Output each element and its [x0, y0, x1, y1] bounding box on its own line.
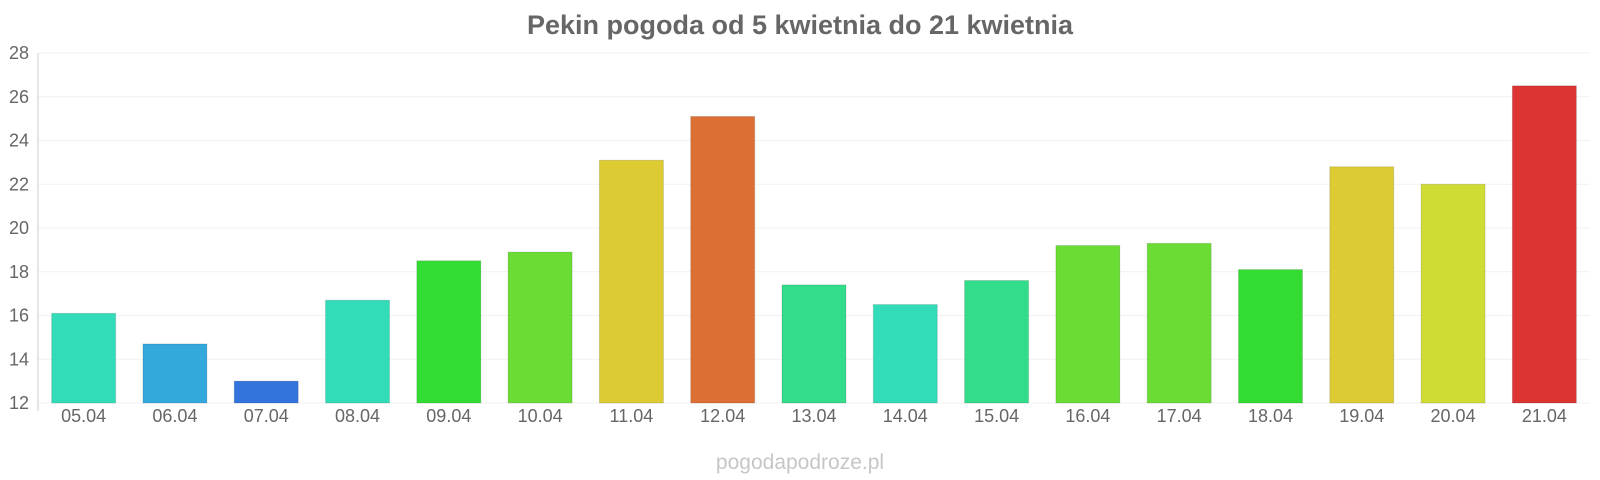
y-tick-labels: 12 14 16 18 20 22 24 26 28 — [9, 43, 29, 413]
x-tick-label: 19.04 — [1339, 406, 1384, 426]
bar-19.04 — [1329, 166, 1395, 404]
y-tick-label: 26 — [9, 87, 29, 107]
bar-09.04 — [416, 260, 482, 404]
y-tick-label: 24 — [9, 131, 29, 151]
x-tick-label: 18.04 — [1248, 406, 1293, 426]
watermark: pogodapodroze.pl — [715, 451, 885, 474]
y-tick-label: 20 — [9, 218, 29, 238]
bar-07.04 — [233, 380, 299, 404]
bar-20.04 — [1420, 183, 1486, 404]
y-tick-label: 22 — [9, 174, 29, 194]
x-tick-label: 09.04 — [426, 406, 471, 426]
x-tick-label: 11.04 — [610, 406, 654, 426]
bar-10.04 — [507, 251, 573, 404]
bar-14.04 — [872, 304, 938, 404]
bar-11.04 — [598, 159, 664, 404]
x-tick-label: 17.04 — [1157, 406, 1202, 426]
x-tick-label: 13.04 — [791, 406, 836, 426]
y-tick-label: 28 — [9, 43, 29, 63]
bar-21.04 — [1511, 85, 1577, 404]
y-tick-label: 14 — [9, 349, 29, 369]
bar-08.04 — [325, 299, 391, 404]
y-tick-label: 16 — [9, 306, 29, 326]
x-tick-label: 10.04 — [518, 406, 563, 426]
x-tick-label: 07.04 — [244, 406, 289, 426]
bar-13.04 — [781, 284, 847, 404]
x-tick-label: 06.04 — [152, 406, 197, 426]
y-tick-label: 12 — [9, 393, 29, 413]
bar-06.04 — [142, 343, 208, 404]
y-tick-label: 18 — [9, 262, 29, 282]
bar-05.04 — [51, 312, 117, 404]
bar-12.04 — [690, 115, 756, 404]
x-tick-label: 16.04 — [1065, 406, 1110, 426]
bars — [51, 85, 1577, 404]
x-tick-label: 08.04 — [335, 406, 380, 426]
x-tick-label: 20.04 — [1431, 406, 1476, 426]
x-tick-labels: 05.04 06.04 07.04 08.04 09.04 10.04 11.04 12.04… — [61, 406, 1567, 426]
x-tick-label: 05.04 — [61, 406, 106, 426]
bar-17.04 — [1146, 242, 1212, 404]
x-tick-label: 15.04 — [974, 406, 1019, 426]
chart-title: Pekin pogoda od 5 kwietnia do 21 kwietni… — [526, 10, 1074, 40]
x-tick-label: 21.04 — [1522, 406, 1567, 426]
x-tick-label: 12.04 — [700, 406, 745, 426]
x-tick-label: 14.04 — [883, 406, 928, 426]
bar-15.04 — [964, 280, 1030, 404]
bar-16.04 — [1055, 245, 1121, 404]
bar-18.04 — [1237, 269, 1303, 404]
